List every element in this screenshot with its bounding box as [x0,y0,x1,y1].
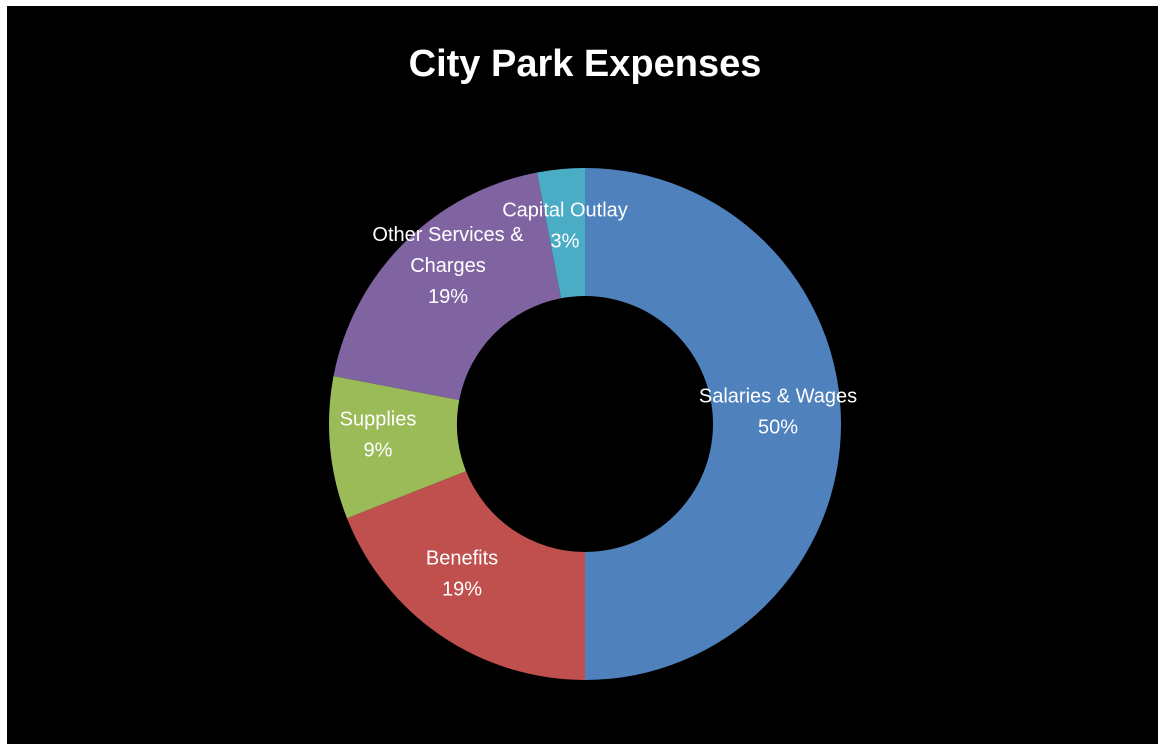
slices-group [329,168,841,680]
data-label-other-services-charges: Other Services & Charges 19% [372,224,524,308]
slice-benefits [346,471,585,680]
labels-group: Salaries & Wages 50% Benefits 19% Supplies 9%… [340,200,857,601]
slice-other-services-charges [333,172,562,401]
data-label-capital-outlay: Capital Outlay 3% [502,200,628,253]
doughnut-chart: City Park Expenses Salaries & Wages 50% Be… [329,43,857,680]
slice-supplies [329,376,466,519]
chart-title: City Park Expenses [409,43,762,85]
slice-salaries-wages [585,168,841,680]
data-label-supplies: Supplies 9% [340,409,417,462]
data-label-benefits: Benefits 19% [426,548,498,601]
data-label-salaries-wages: Salaries & Wages 50% [699,386,857,439]
chart-area: City Park Expenses Salaries & Wages 50% Be… [7,6,1158,744]
slice-capital-outlay [537,168,585,299]
